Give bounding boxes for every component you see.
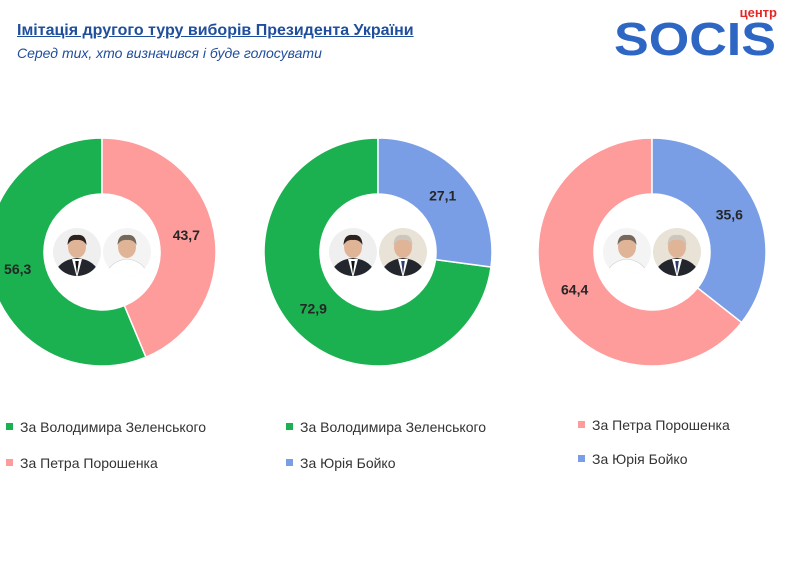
legend-3-label-2: За Юрія Бойко xyxy=(592,451,688,467)
legend-3-swatch-2 xyxy=(578,455,585,462)
legend-3-item-2: За Юрія Бойко xyxy=(578,451,688,467)
logo-brand-text: SOCIS xyxy=(614,13,776,60)
portrait-poroshenko xyxy=(603,228,651,276)
legend-2-swatch-2 xyxy=(286,459,293,466)
donut-3-value-label-1: 64,4 xyxy=(561,282,588,298)
page-title: Імітація другого туру виборів Президента… xyxy=(17,22,414,39)
donut-charts: 56,3 43,7 72,9 27,1 64,4 35,6 xyxy=(0,137,767,367)
portrait-zelensky xyxy=(329,228,377,276)
donut-2-value-label-2: 27,1 xyxy=(429,187,456,203)
legend-3-swatch-1 xyxy=(578,421,585,428)
page-subtitle: Серед тих, хто визначився і буде голосув… xyxy=(17,45,322,61)
legend-1-swatch-2 xyxy=(6,459,13,466)
legend-1-label-1: За Володимира Зеленського xyxy=(20,419,207,435)
legend-1-item-1: За Володимира Зеленського xyxy=(6,419,206,435)
donut-chart-3: 64,4 35,6 xyxy=(537,137,767,367)
portrait-poroshenko xyxy=(103,228,151,276)
legend-2-swatch-1 xyxy=(286,423,293,430)
donut-1-value-label-1: 56,3 xyxy=(4,261,31,277)
donut-2-value-label-1: 72,9 xyxy=(300,301,327,317)
donut-3-value-label-2: 35,6 xyxy=(716,206,743,222)
legend-2-label-2: За Юрія Бойко xyxy=(300,455,396,471)
legend-2-item-1: За Володимира Зеленського xyxy=(286,419,486,435)
legend-2-item-2: За Юрія Бойко xyxy=(286,455,396,471)
legend-1-label-2: За Петра Порошенка xyxy=(20,455,158,471)
legend-3-item-1: За Петра Порошенка xyxy=(578,417,730,433)
legend-1-item-2: За Петра Порошенка xyxy=(6,455,158,471)
donut-chart-2: 72,9 27,1 xyxy=(263,137,493,367)
donut-1-value-label-2: 43,7 xyxy=(173,227,200,243)
legend-2-label-1: За Володимира Зеленського xyxy=(300,419,487,435)
legend-1-swatch-1 xyxy=(6,423,13,430)
legend-3-label-1: За Петра Порошенка xyxy=(592,417,730,433)
socis-logo: центр SOCIS xyxy=(614,5,777,60)
logo-top-text: центр xyxy=(740,5,777,20)
donut-chart-1: 56,3 43,7 xyxy=(0,137,217,367)
